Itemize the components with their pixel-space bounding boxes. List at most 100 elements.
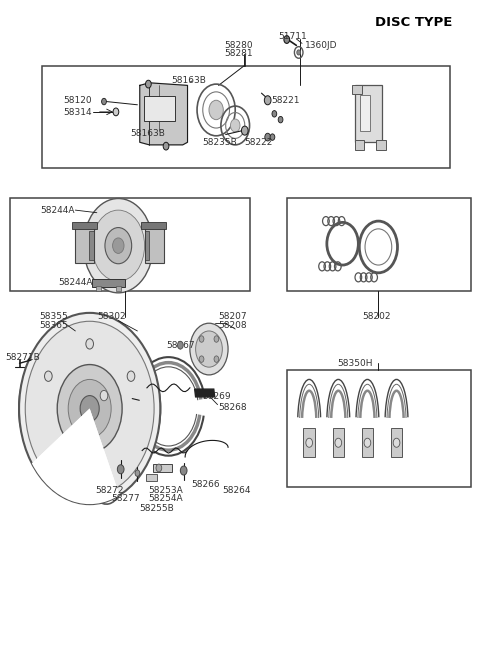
Circle shape [209, 100, 223, 119]
Text: 1360JD: 1360JD [305, 42, 338, 51]
Circle shape [117, 465, 124, 474]
Text: 58253A: 58253A [148, 486, 183, 495]
Bar [303, 428, 315, 457]
Text: 58244A: 58244A [40, 206, 75, 215]
Text: DISC TYPE: DISC TYPE [375, 16, 452, 29]
Text: 58221: 58221 [271, 96, 300, 104]
Text: 58272: 58272 [95, 486, 123, 495]
Circle shape [80, 396, 99, 421]
Circle shape [335, 438, 342, 447]
Bar [333, 428, 344, 457]
Text: 58350H: 58350H [337, 359, 372, 368]
Circle shape [196, 331, 222, 367]
Circle shape [145, 80, 151, 88]
Circle shape [270, 134, 275, 140]
Text: 58365: 58365 [39, 321, 68, 330]
Circle shape [230, 119, 240, 132]
Bar [92, 279, 125, 287]
Circle shape [84, 199, 153, 293]
Text: 58264: 58264 [222, 486, 251, 495]
Bar [144, 231, 149, 260]
Circle shape [113, 238, 124, 253]
Text: 58271B: 58271B [5, 353, 40, 362]
Text: 58202: 58202 [362, 312, 391, 321]
Text: 58314: 58314 [63, 108, 92, 117]
Text: 58244A: 58244A [59, 278, 93, 287]
Circle shape [19, 313, 160, 504]
Wedge shape [37, 408, 117, 496]
Circle shape [265, 133, 271, 141]
Text: 58208: 58208 [218, 321, 247, 330]
Bar [144, 228, 164, 263]
Circle shape [278, 116, 283, 123]
Bar [42, 66, 450, 168]
Text: 58302: 58302 [97, 312, 125, 321]
Circle shape [105, 228, 132, 263]
Text: 58222: 58222 [245, 138, 273, 147]
Circle shape [68, 380, 111, 437]
Bar [116, 286, 120, 291]
Bar [75, 228, 94, 263]
Bar [360, 95, 370, 130]
Text: 58266: 58266 [192, 480, 220, 489]
Circle shape [92, 210, 144, 281]
Circle shape [199, 336, 204, 342]
Circle shape [57, 365, 122, 452]
Circle shape [127, 371, 135, 382]
Polygon shape [140, 83, 188, 145]
Circle shape [25, 321, 154, 496]
Text: 58267: 58267 [166, 341, 195, 350]
Bar [10, 199, 250, 291]
Bar [287, 370, 471, 487]
Circle shape [264, 96, 271, 104]
Text: 58235B: 58235B [202, 138, 237, 147]
Circle shape [135, 470, 140, 476]
Bar [362, 428, 373, 457]
Bar [145, 474, 157, 481]
Text: 58269: 58269 [202, 393, 230, 401]
Text: 58207: 58207 [218, 312, 247, 321]
Circle shape [199, 356, 204, 362]
Text: 58254A: 58254A [148, 495, 183, 504]
Circle shape [113, 108, 119, 116]
Text: 58281: 58281 [225, 49, 253, 58]
Bar [376, 140, 385, 150]
Wedge shape [32, 408, 120, 504]
Circle shape [156, 464, 162, 472]
Circle shape [297, 50, 300, 55]
Text: 58280: 58280 [225, 41, 253, 50]
Circle shape [163, 142, 169, 150]
Text: 58268: 58268 [218, 403, 247, 411]
Text: 58277: 58277 [111, 495, 140, 504]
Text: 58120: 58120 [63, 97, 92, 105]
Bar [141, 223, 166, 229]
Circle shape [178, 341, 183, 349]
Circle shape [272, 110, 277, 117]
Bar [96, 286, 101, 291]
Bar [287, 199, 471, 291]
Circle shape [214, 356, 219, 362]
Bar [153, 464, 172, 472]
Circle shape [284, 36, 289, 43]
Circle shape [306, 438, 312, 447]
Circle shape [102, 98, 107, 104]
Bar [72, 223, 97, 229]
Circle shape [100, 391, 108, 400]
Text: 51711: 51711 [278, 32, 307, 41]
Bar [391, 428, 402, 457]
Circle shape [45, 371, 52, 382]
Bar [89, 231, 94, 260]
Circle shape [190, 323, 228, 375]
Circle shape [364, 438, 371, 447]
Polygon shape [195, 389, 215, 397]
Circle shape [214, 336, 219, 342]
Bar [356, 86, 382, 142]
Circle shape [241, 126, 248, 135]
Circle shape [86, 339, 94, 349]
Circle shape [393, 438, 400, 447]
Text: 58163B: 58163B [130, 129, 165, 138]
Text: 58255B: 58255B [139, 504, 174, 513]
Circle shape [180, 466, 187, 475]
Text: 58355: 58355 [39, 312, 68, 321]
Text: 58163B: 58163B [171, 76, 206, 85]
